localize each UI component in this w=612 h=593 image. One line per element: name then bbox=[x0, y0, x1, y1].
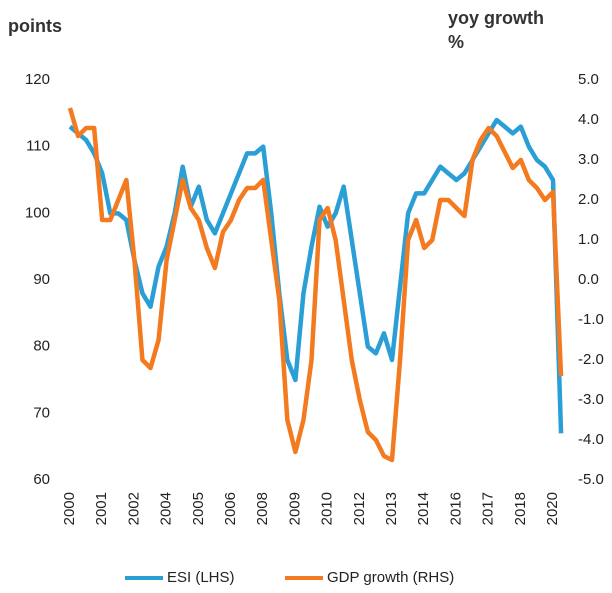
x-tick-label: 2012 bbox=[351, 492, 368, 525]
y-tick-label: 70 bbox=[33, 404, 50, 421]
legend-label: GDP growth (RHS) bbox=[327, 569, 454, 586]
y2-tick-label: -3.0 bbox=[578, 391, 604, 408]
x-tick-label: 2010 bbox=[319, 492, 336, 525]
x-tick-label: 2009 bbox=[286, 492, 303, 525]
x-tick-label: 2020 bbox=[544, 492, 561, 525]
y-axis-title: points bbox=[8, 16, 62, 36]
x-tick-label: 2013 bbox=[383, 492, 400, 525]
x-tick-label: 2001 bbox=[93, 492, 110, 525]
y2-axis-title: yoy growth % bbox=[448, 8, 545, 52]
x-tick-label: 2004 bbox=[158, 492, 175, 525]
y-tick-label: 60 bbox=[33, 471, 50, 488]
y-tick-label: 80 bbox=[33, 338, 50, 355]
y2-tick-label: -5.0 bbox=[578, 471, 604, 488]
y2-tick-label: 2.0 bbox=[578, 191, 599, 208]
x-tick-label: 2014 bbox=[415, 492, 432, 525]
y2-tick-label: 0.0 bbox=[578, 271, 599, 288]
y2-tick-label: -4.0 bbox=[578, 431, 604, 448]
x-tick-label: 2018 bbox=[512, 492, 529, 525]
x-tick-label: 2006 bbox=[222, 492, 239, 525]
x-tick-label: 2016 bbox=[447, 492, 464, 525]
x-tick-label: 2005 bbox=[190, 492, 207, 525]
y2-tick-label: -1.0 bbox=[578, 311, 604, 328]
y2-tick-label: 3.0 bbox=[578, 151, 599, 168]
x-tick-label: 2000 bbox=[61, 492, 78, 525]
y2-tick-label: 4.0 bbox=[578, 111, 599, 128]
y2-tick-label: 1.0 bbox=[578, 231, 599, 248]
x-tick-label: 2017 bbox=[480, 492, 497, 525]
y-tick-label: 100 bbox=[25, 204, 50, 221]
x-tick-label: 2008 bbox=[254, 492, 271, 525]
y2-tick-label: -2.0 bbox=[578, 351, 604, 368]
series-line bbox=[67, 107, 564, 463]
x-tick-label: 2002 bbox=[125, 492, 142, 525]
y-tick-label: 110 bbox=[26, 138, 50, 155]
legend-label: ESI (LHS) bbox=[167, 569, 235, 586]
y-tick-label: 90 bbox=[33, 271, 50, 288]
y-tick-label: 120 bbox=[25, 71, 50, 88]
y2-tick-label: 5.0 bbox=[578, 71, 599, 88]
